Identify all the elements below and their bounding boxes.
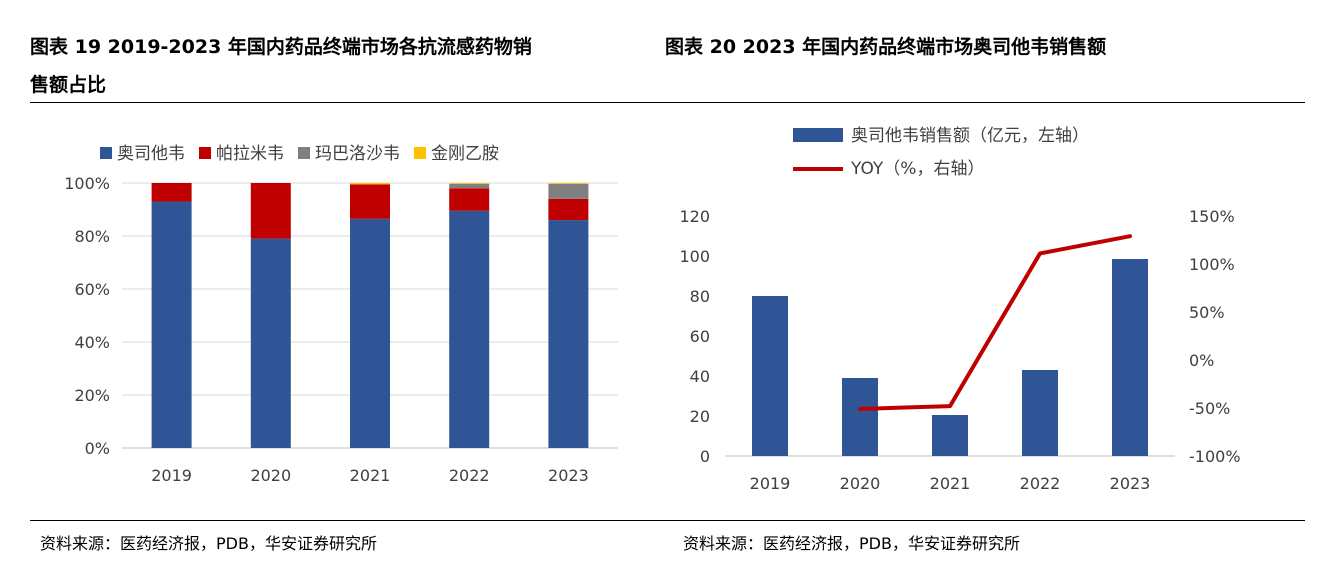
- left-chart-title-line2: 售额占比: [30, 74, 107, 96]
- x-tick-label: 2023: [548, 466, 589, 485]
- x-tick-label: 2021: [930, 474, 971, 493]
- legend-swatch: [100, 147, 112, 159]
- x-tick-label: 2019: [750, 474, 791, 493]
- y-tick-label: 40%: [74, 333, 110, 352]
- legend-label: 玛巴洛沙韦: [315, 144, 400, 164]
- y-tick-label: 20%: [74, 386, 110, 405]
- legend-swatch-bar: [793, 128, 843, 142]
- sales-bar: [1022, 370, 1058, 456]
- bar-segment: [449, 183, 490, 184]
- y-left-tick-label: 120: [679, 207, 710, 226]
- y-right-tick-label: 50%: [1189, 303, 1225, 322]
- left-chart-title-line1: 图表 19 2019-2023 年国内药品终端市场各抗流感药物销: [30, 36, 532, 58]
- sales-bar: [932, 415, 968, 456]
- x-tick-label: 2020: [840, 474, 881, 493]
- yoy-line: [858, 234, 1132, 411]
- y-right-tick-label: 0%: [1189, 351, 1214, 370]
- y-tick-label: 60%: [74, 280, 110, 299]
- y-tick-label: 80%: [74, 227, 110, 246]
- legend-swatch: [199, 147, 211, 159]
- left-source-note: 资料来源：医药经济报，PDB，华安证券研究所: [40, 534, 377, 553]
- y-left-tick-label: 40: [690, 367, 710, 386]
- y-left-tick-label: 100: [679, 247, 710, 266]
- sales-yoy-combo-chart: 奥司他韦销售额（亿元，左轴） YOY（%，右轴） 0 20 40 60 80 100 120 -1…: [679, 126, 1241, 493]
- bar-segment: [350, 184, 390, 219]
- bar-segment: [350, 183, 390, 185]
- x-tick-label: 2022: [1020, 474, 1061, 493]
- bar-segment: [250, 183, 291, 239]
- legend-label: 帕拉米韦: [216, 144, 284, 164]
- x-tick-label: 2023: [1110, 474, 1151, 493]
- sales-bar: [842, 378, 878, 456]
- bar-segment: [151, 183, 192, 202]
- x-tick-label: 2021: [350, 466, 391, 485]
- y-left-tick-label: 20: [690, 407, 710, 426]
- y-left-tick-label: 0: [700, 447, 710, 466]
- x-tick-label: 2019: [151, 466, 192, 485]
- x-tick-label: 2020: [250, 466, 291, 485]
- share-stacked-bar-chart: 奥司他韦 帕拉米韦 玛巴洛沙韦 金刚乙胺 0% 20% 40% 60% 80% 100% 2019 2…: [64, 144, 618, 485]
- y-right-tick-label: -100%: [1189, 447, 1241, 466]
- y-tick-label: 100%: [64, 174, 110, 193]
- legend-label: 金刚乙胺: [431, 144, 499, 164]
- bottom-rule: [30, 520, 1305, 521]
- bar-segment: [250, 238, 291, 448]
- right-chart-title: 图表 20 2023 年国内药品终端市场奥司他韦销售额: [665, 36, 1107, 58]
- legend-label-line: YOY（%，右轴）: [850, 159, 984, 179]
- legend-label-bar: 奥司他韦销售额（亿元，左轴）: [851, 126, 1089, 146]
- legend-swatch: [298, 147, 310, 159]
- legend-label: 奥司他韦: [117, 144, 185, 164]
- bar-segment: [449, 210, 490, 448]
- right-source-note: 资料来源：医药经济报，PDB，华安证券研究所: [683, 534, 1020, 553]
- bar-segment: [151, 201, 192, 448]
- y-right-tick-label: 150%: [1189, 207, 1235, 226]
- bar-segment: [548, 183, 589, 184]
- y-left-tick-label: 80: [690, 287, 710, 306]
- bar-segment: [548, 183, 589, 199]
- bar-segment: [548, 198, 589, 221]
- top-rule: [30, 102, 1305, 103]
- x-tick-label: 2022: [449, 466, 490, 485]
- sales-bar: [752, 296, 788, 456]
- bar-segment: [449, 183, 490, 189]
- y-left-tick-label: 60: [690, 327, 710, 346]
- bar-segment: [548, 220, 589, 448]
- bar-segment: [449, 188, 490, 211]
- sales-bar: [1112, 259, 1148, 456]
- y-tick-label: 0%: [85, 439, 110, 458]
- y-right-tick-label: -50%: [1189, 399, 1230, 418]
- y-right-tick-label: 100%: [1189, 255, 1235, 274]
- bar-segment: [350, 218, 390, 448]
- legend-swatch: [414, 147, 426, 159]
